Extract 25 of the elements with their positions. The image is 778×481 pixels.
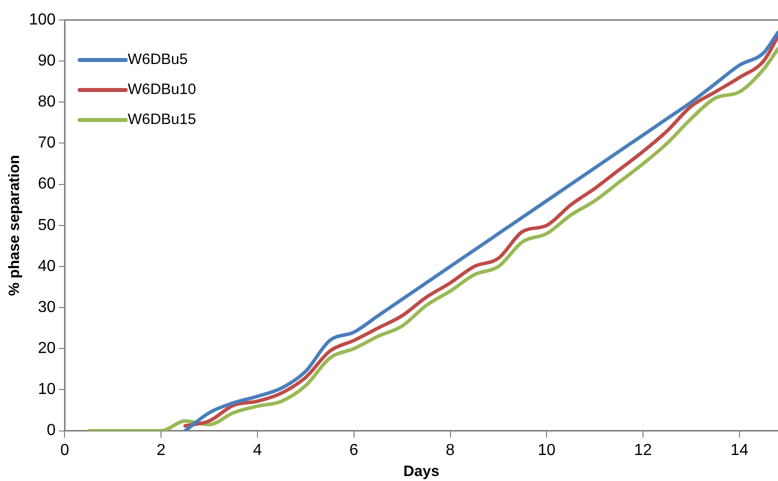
x-tick-label: 8 [446, 442, 455, 459]
y-tick-label: 30 [38, 298, 56, 316]
line-series [87, 47, 778, 431]
x-tick-label: 6 [349, 442, 358, 459]
y-tick-label: 10 [38, 381, 56, 398]
x-tick-label: 10 [538, 442, 556, 459]
y-tick-label: 90 [38, 52, 56, 70]
x-tick-label: 0 [60, 442, 70, 459]
legend-label: W6DBu15 [128, 111, 196, 128]
x-tick-label: 2 [156, 442, 166, 459]
y-tick-label: 60 [38, 176, 56, 193]
x-tick-label: 4 [253, 442, 262, 459]
y-tick-label: 100 [28, 11, 56, 28]
legend-label: W6DBu10 [128, 81, 196, 98]
y-tick-label: 0 [46, 422, 56, 440]
legend-label: W6DBu5 [128, 51, 188, 68]
y-tick-label: 50 [38, 216, 56, 234]
x-tick-label: 12 [634, 442, 652, 459]
y-tick-label: 40 [38, 258, 56, 275]
y-axis-title: % phase separation [6, 154, 24, 296]
y-tick-label: 80 [38, 94, 56, 111]
x-tick-label: 14 [730, 442, 748, 459]
y-tick-label: 20 [38, 340, 56, 358]
x-axis-title: Days [403, 463, 440, 480]
y-tick-label: 70 [38, 134, 56, 152]
